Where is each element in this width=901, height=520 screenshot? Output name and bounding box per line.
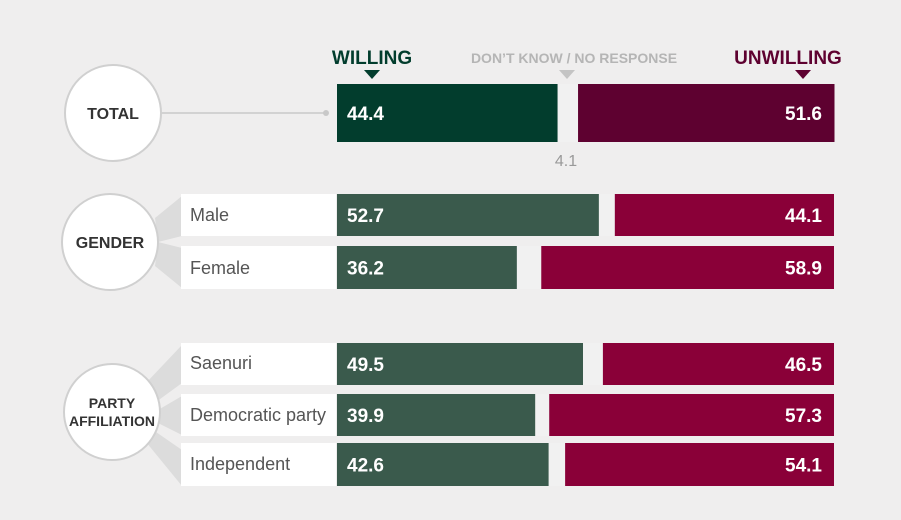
- header-willing-arrow: [364, 70, 380, 79]
- group-total-label: TOTAL: [87, 106, 139, 123]
- bar-dont-know-democratic-party: [535, 394, 550, 436]
- row-label-female: Female: [190, 258, 250, 278]
- bar-unwilling-independent: [565, 443, 834, 486]
- bar-willing-democratic-party: [337, 394, 536, 436]
- bar-dont-know-total: [557, 84, 579, 142]
- bar-unwilling-female: [541, 246, 834, 289]
- value-willing-male: 52.7: [347, 206, 384, 227]
- bar-unwilling-democratic-party: [549, 394, 834, 436]
- value-willing-female: 36.2: [347, 259, 384, 280]
- bar-dont-know-male: [598, 194, 615, 236]
- bar-dont-know-female: [516, 246, 542, 289]
- value-unwilling-male: 44.1: [785, 206, 822, 227]
- header-willing: WILLING: [332, 48, 412, 69]
- bars: 44.4 51.6 52.7 44.1 36.2 58.9 49.5 46.5 39.9 57.3…: [337, 84, 835, 486]
- header-dont-know-arrow: [559, 70, 575, 79]
- value-willing-saenuri: 49.5: [347, 355, 384, 376]
- bar-willing-independent: [337, 443, 549, 486]
- bar-unwilling-total: [578, 84, 835, 142]
- value-willing-independent: 42.6: [347, 456, 384, 477]
- value-willing-total: 44.4: [347, 104, 384, 125]
- row-label-male: Male: [190, 205, 229, 225]
- value-unwilling-democratic-party: 57.3: [785, 406, 822, 427]
- row-label-independent: Independent: [190, 454, 290, 474]
- value-willing-democratic-party: 39.9: [347, 406, 384, 427]
- group-gender-circle: GENDER: [61, 193, 182, 291]
- bar-dont-know-saenuri: [583, 343, 603, 385]
- group-party-label-line2: AFFILIATION: [69, 413, 155, 429]
- header-dont-know: DON’T KNOW / NO RESPONSE: [471, 50, 677, 66]
- category-labels: Male Female Saenuri Democratic party Ind…: [181, 194, 336, 486]
- bar-dont-know-independent: [548, 443, 566, 486]
- value-unwilling-independent: 54.1: [785, 456, 822, 477]
- group-party-label-line1: PARTY: [89, 395, 136, 411]
- bar-willing-saenuri: [337, 343, 584, 385]
- value-unwilling-total: 51.6: [785, 104, 822, 125]
- header-unwilling: UNWILLING: [734, 48, 842, 69]
- row-label-saenuri: Saenuri: [190, 353, 252, 373]
- group-party-circle: PARTY AFFILIATION: [63, 345, 182, 486]
- bar-willing-total: [337, 84, 558, 142]
- bar-unwilling-saenuri: [602, 343, 834, 385]
- bar-unwilling-male: [614, 194, 834, 236]
- value-unwilling-female: 58.9: [785, 259, 822, 280]
- header-unwilling-arrow: [795, 70, 811, 79]
- group-total-circle: TOTAL: [64, 64, 329, 162]
- bar-willing-male: [337, 194, 599, 236]
- row-label-democratic: Democratic party: [190, 405, 326, 425]
- total-dont-know-label: 4.1: [555, 153, 577, 170]
- group-gender-label: GENDER: [76, 235, 145, 252]
- bar-willing-female: [337, 246, 517, 289]
- value-unwilling-saenuri: 46.5: [785, 355, 822, 376]
